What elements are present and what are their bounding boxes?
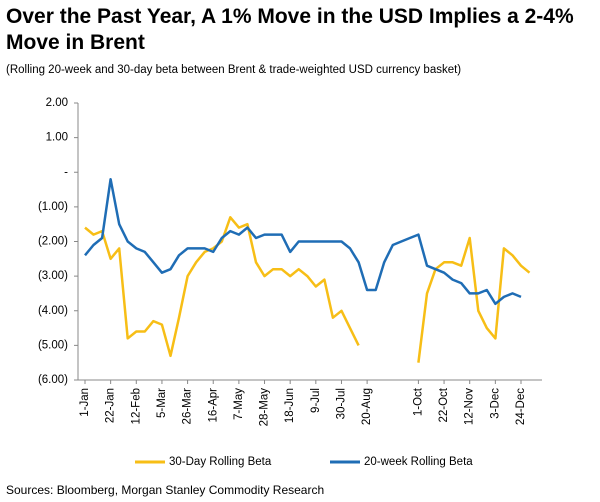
y-tick-label: (2.00)	[38, 236, 68, 248]
x-tick-label: 12-Nov	[464, 388, 476, 425]
y-tick-label: (4.00)	[38, 305, 68, 317]
plot-area	[84, 177, 531, 363]
y-tick-label: (1.00)	[38, 201, 68, 213]
y-tick-label: (6.00)	[38, 374, 68, 386]
y-tick-label: -	[64, 166, 68, 178]
y-tick-label: 2.00	[46, 97, 68, 109]
x-tick-label: 28-May	[259, 388, 271, 427]
legend-label: 20-week Rolling Beta	[364, 456, 473, 468]
x-tick-label: 18-Jun	[284, 388, 296, 423]
x-tick-label: 26-Mar	[182, 388, 194, 425]
chart-subtitle: (Rolling 20-week and 30-day beta between…	[6, 64, 462, 76]
y-tick-label: (5.00)	[38, 339, 68, 351]
x-tick-label: 22-Jan	[105, 388, 117, 423]
y-tick-label: 1.00	[46, 132, 68, 144]
x-tick-label: 5-Mar	[156, 388, 168, 418]
x-tick-label: 1-Oct	[412, 387, 424, 416]
y-tick-label: (3.00)	[38, 270, 68, 282]
x-tick-label: 1-Jan	[79, 388, 91, 417]
series-line	[417, 236, 531, 363]
x-tick-label: 20-Aug	[361, 388, 373, 425]
source-note: Sources: Bloomberg, Morgan Stanley Commo…	[6, 483, 325, 497]
series-line	[84, 216, 360, 358]
x-tick-label: 22-Oct	[438, 387, 450, 422]
x-tick-label: 24-Dec	[515, 388, 527, 425]
x-tick-label: 30-Jul	[336, 388, 348, 419]
x-tick-label: 7-May	[233, 388, 245, 420]
x-tick-label: 3-Dec	[489, 388, 501, 419]
x-tick-label: 12-Feb	[130, 388, 142, 424]
legend-label: 30-Day Rolling Beta	[169, 456, 272, 468]
x-tick-label: 9-Jul	[310, 388, 322, 413]
series-line	[84, 177, 522, 306]
chart-title: Over the Past Year, A 1% Move in the USD…	[6, 5, 574, 54]
x-tick-label: 16-Apr	[207, 388, 219, 423]
